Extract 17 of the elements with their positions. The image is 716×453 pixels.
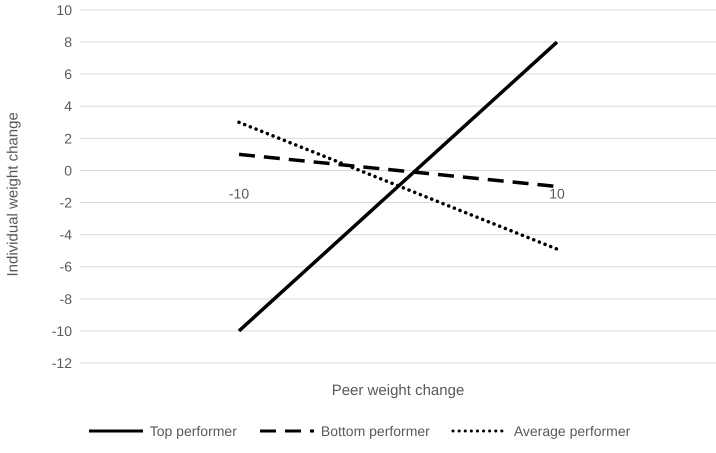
y-tick-label: -4 — [60, 226, 72, 243]
y-tick-label: 2 — [64, 130, 72, 146]
x-axis-title: Peer weight change — [332, 382, 464, 399]
y-tick-label: -6 — [60, 258, 72, 275]
legend-label: Bottom performer — [320, 423, 430, 439]
y-tick-label: 10 — [56, 2, 72, 18]
y-tick-label: -8 — [60, 290, 72, 307]
y-axis-title: Individual weight change — [4, 112, 22, 276]
y-tick-label: 6 — [64, 66, 72, 82]
legend-label: Average performer — [512, 423, 630, 439]
y-tick-label: 0 — [64, 162, 72, 178]
y-tick-label: 8 — [64, 34, 72, 50]
y-tick-label: -10 — [52, 322, 72, 339]
y-tick-label: -12 — [52, 354, 72, 371]
y-tick-label: 4 — [64, 98, 72, 114]
legend-label: Top performer — [148, 423, 237, 439]
y-tick-label: -2 — [60, 194, 72, 211]
